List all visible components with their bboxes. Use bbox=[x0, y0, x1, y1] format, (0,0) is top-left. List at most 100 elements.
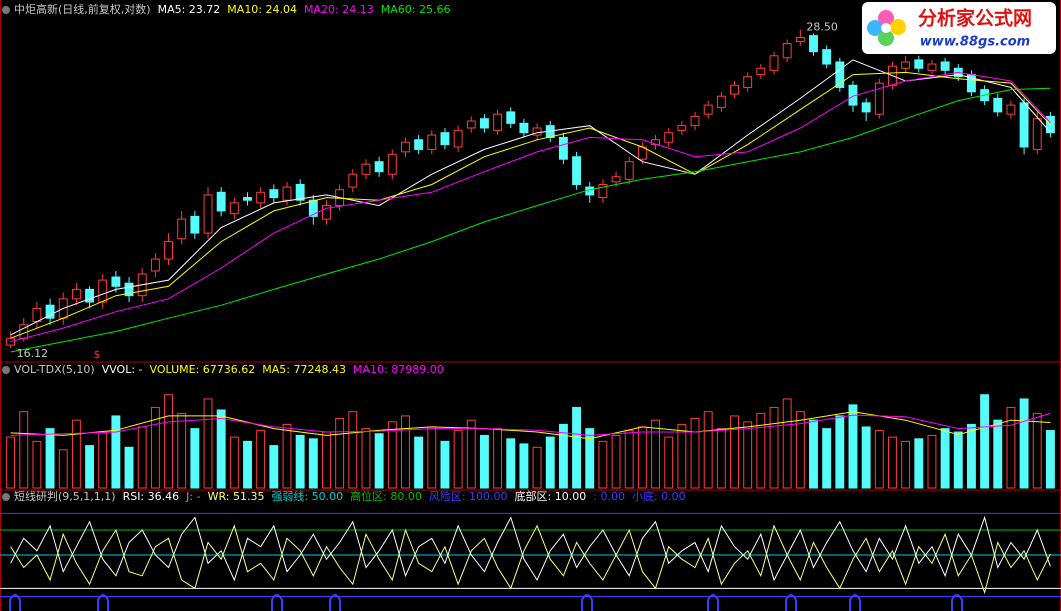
volume-bar bbox=[295, 434, 305, 489]
volume-bar bbox=[440, 440, 450, 489]
candle-body bbox=[835, 61, 845, 88]
volume-bar bbox=[782, 398, 792, 489]
candle-body bbox=[479, 118, 489, 129]
candle-body bbox=[124, 282, 134, 297]
signal-marker: $ bbox=[94, 348, 101, 361]
volume-bar bbox=[98, 432, 108, 489]
candle-body bbox=[387, 153, 397, 175]
signal-icon bbox=[951, 594, 963, 611]
candle-body bbox=[98, 279, 108, 303]
candle-body bbox=[1019, 102, 1029, 148]
logo-petal bbox=[878, 10, 894, 26]
candle-body bbox=[216, 191, 226, 212]
signal-icons bbox=[9, 594, 963, 611]
annotation: 16.12 bbox=[17, 347, 49, 360]
candle-body bbox=[440, 132, 450, 146]
volume-bar bbox=[901, 440, 911, 489]
legend-label: MA5: 23.72 bbox=[158, 3, 221, 16]
candle-body bbox=[308, 199, 318, 217]
candle-body bbox=[453, 129, 463, 148]
volume-bar bbox=[1032, 412, 1042, 489]
volume-bar bbox=[664, 436, 674, 489]
volume-bar bbox=[229, 436, 239, 489]
candle-body bbox=[716, 95, 726, 108]
volume-bar bbox=[730, 415, 739, 489]
volume-bar bbox=[401, 415, 410, 489]
annotation: 28.50 bbox=[806, 21, 838, 34]
volume-bar bbox=[164, 394, 173, 489]
volume-bar bbox=[6, 436, 16, 489]
logo-title: 分析家公式网 bbox=[918, 7, 1032, 30]
panel-icon[interactable] bbox=[2, 493, 10, 501]
candle-body bbox=[506, 111, 516, 124]
volume-bar bbox=[914, 438, 924, 489]
volume-bar bbox=[716, 428, 726, 489]
volume-bar bbox=[124, 446, 134, 489]
candle-body bbox=[111, 276, 121, 287]
legend-label: 强弱线: 50.00 bbox=[271, 489, 343, 503]
volume-bar bbox=[282, 423, 292, 489]
candle-body bbox=[901, 61, 911, 69]
candle-body bbox=[572, 156, 582, 185]
volume-bar bbox=[874, 429, 884, 489]
candle-body bbox=[730, 84, 739, 95]
volume-bar bbox=[769, 406, 779, 489]
volume-bar bbox=[1006, 406, 1016, 489]
series-line bbox=[10, 515, 1051, 582]
volume-bar bbox=[493, 428, 503, 489]
candle-body bbox=[558, 136, 568, 160]
candle-body bbox=[611, 176, 621, 183]
volume-bar bbox=[387, 421, 397, 489]
volume-bar bbox=[993, 419, 1003, 489]
volume-bar bbox=[756, 412, 766, 489]
volume-bar bbox=[585, 428, 595, 489]
volume-bar bbox=[71, 419, 81, 489]
candle-body bbox=[361, 163, 371, 175]
candle-body bbox=[993, 97, 1003, 113]
volume-bar bbox=[940, 428, 950, 489]
panel-icon[interactable] bbox=[2, 366, 10, 374]
volume-bar bbox=[453, 429, 463, 489]
candle-body bbox=[782, 43, 792, 59]
signal-icon bbox=[581, 594, 593, 611]
logo-petal bbox=[890, 19, 906, 35]
candle-body bbox=[769, 55, 779, 71]
legend-label: WR: 51.35 bbox=[208, 490, 265, 503]
volume-bar bbox=[519, 443, 529, 489]
candle-body bbox=[295, 183, 305, 201]
legend-label: MA10: 87989.00 bbox=[353, 363, 444, 376]
volume-bar bbox=[137, 426, 147, 489]
volume-bar bbox=[216, 409, 226, 489]
candle-body bbox=[32, 307, 42, 322]
series-line bbox=[10, 87, 1051, 353]
candle-body bbox=[414, 139, 424, 150]
volume-bar bbox=[506, 438, 516, 489]
legend-label: 短线研判(9,5,1,1,1) bbox=[14, 489, 116, 503]
candle-body bbox=[203, 194, 213, 234]
volume-bar bbox=[58, 449, 68, 489]
volume-bar bbox=[637, 426, 647, 489]
signal-icon bbox=[707, 594, 719, 611]
signal-icon bbox=[849, 594, 861, 611]
candle-body bbox=[532, 127, 542, 136]
volume-bar bbox=[427, 426, 437, 489]
candle-body bbox=[664, 132, 674, 143]
candle-body bbox=[874, 82, 884, 115]
volume-bar bbox=[374, 433, 384, 489]
volume-bar bbox=[980, 394, 990, 489]
volume-bar bbox=[677, 423, 687, 489]
candle-body bbox=[401, 141, 410, 153]
series-line bbox=[10, 411, 1051, 440]
volume-bar bbox=[414, 436, 424, 489]
volume-bar bbox=[256, 429, 266, 489]
volume-bar bbox=[243, 440, 252, 489]
panel-icon[interactable] bbox=[2, 6, 10, 14]
candle-body bbox=[164, 241, 173, 260]
logo-url: www.88gs.com bbox=[920, 35, 1030, 50]
volume-bar bbox=[690, 417, 700, 489]
legend-label: RSI: 36.46 bbox=[123, 490, 180, 503]
volume-bar bbox=[111, 415, 121, 489]
